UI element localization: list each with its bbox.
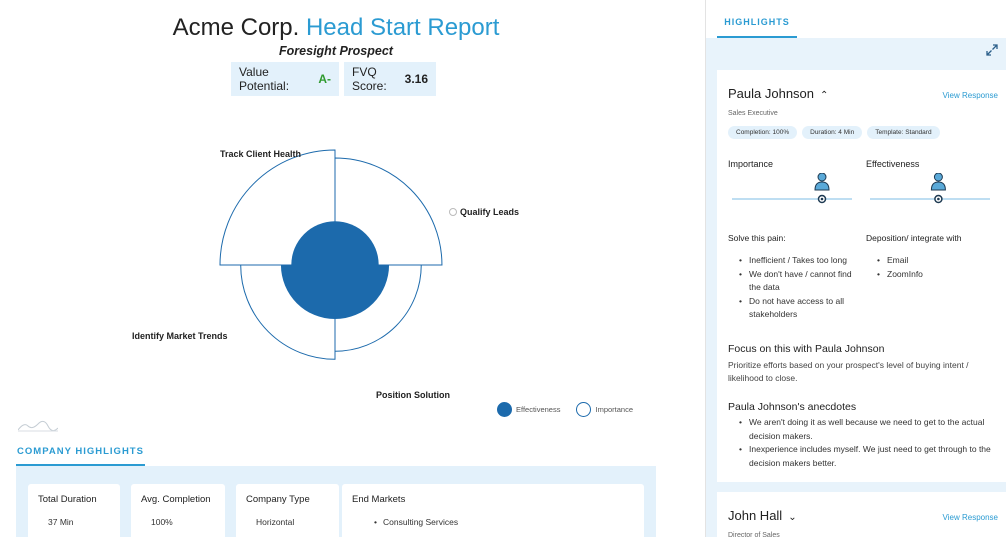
effectiveness-wedge [291, 221, 335, 265]
card-end-markets: End Markets Consulting Services [342, 484, 644, 537]
fvq-score-value: 3.16 [404, 72, 428, 86]
list-item: Email [875, 254, 975, 268]
tab-highlights[interactable]: HIGHLIGHTS [717, 9, 797, 38]
focus-heading: Focus on this with Paula Johnson [728, 343, 885, 355]
card-title: Company Type [246, 494, 310, 505]
tab-company-highlights[interactable]: COMPANY HIGHLIGHTS [16, 441, 145, 466]
effectiveness-wedge [335, 221, 379, 265]
company-highlights-panel: Total Duration 37 Min Avg. Completion 10… [16, 466, 656, 537]
view-response-link[interactable]: View Response [942, 91, 998, 100]
pill-completion: Completion: 100% [728, 126, 798, 139]
legend-importance[interactable]: Importance [576, 402, 633, 417]
person-name-text: John Hall [728, 508, 783, 523]
card-avg-completion: Avg. Completion 100% [131, 484, 225, 537]
deposition-heading: Deposition/ integrate with [866, 233, 962, 243]
person-stats: Completion: 100% Duration: 4 Min Templat… [728, 126, 945, 139]
radar-chart [219, 149, 443, 360]
effectiveness-scale [870, 173, 990, 204]
radar-label-track-client-health: Track Client Health [220, 149, 302, 159]
card-title: End Markets [352, 494, 406, 505]
list-item: ZoomInfo [875, 268, 975, 282]
radar-label-text: Qualify Leads [460, 207, 520, 217]
toggle-icon[interactable] [449, 208, 457, 216]
legend-swatch-importance [576, 402, 592, 417]
chevron-up-icon[interactable]: ⌃ [820, 90, 829, 101]
card-value: 37 Min [48, 517, 74, 527]
report-main: Acme Corp. Head Start Report Foresight P… [0, 0, 704, 537]
fvq-score-label: FVQ Score: [352, 65, 387, 93]
list-item: Inexperience includes myself. We just ne… [737, 443, 999, 470]
card-title: Avg. Completion [141, 494, 211, 505]
focus-text: Prioritize efforts based on your prospec… [728, 360, 969, 383]
person-card-paula-johnson: Paula Johnson ⌃ Sales Executive View Resp… [717, 70, 1006, 482]
person-card-john-hall: John Hall ⌄ Director of Sales View Respon… [717, 492, 1006, 537]
person-name-text: Paula Johnson [728, 86, 815, 101]
legend-label-effectiveness: Effectiveness [516, 405, 561, 414]
pill-duration: Duration: 4 Min [802, 126, 863, 139]
pill-template: Template: Standard [867, 126, 940, 139]
value-potential-value: A- [318, 72, 331, 86]
list-item: We aren't doing it as well because we ne… [737, 416, 999, 443]
legend-swatch-effectiveness [497, 402, 512, 417]
effectiveness-label: Effectiveness [866, 159, 920, 169]
effectiveness-wedge [280, 265, 335, 320]
list-item: Do not have access to all stakeholders [737, 295, 857, 322]
radar-label-identify-market-trends: Identify Market Trends [132, 331, 228, 341]
importance-label: Importance [728, 159, 774, 169]
effectiveness-wedge [335, 265, 390, 320]
person-name[interactable]: Paula Johnson ⌃ [728, 86, 828, 101]
fvq-score-badge: FVQ Score: 3.16 [344, 62, 436, 96]
report-subtitle: Foresight Prospect [279, 44, 393, 58]
list-item: We don't have / cannot find the data [737, 268, 857, 295]
radar-label-qualify-leads: Qualify Leads [449, 207, 519, 217]
highlights-sidebar: HIGHLIGHTS Paula Johnson ⌃ Sales Executiv… [705, 0, 1006, 537]
chart-legend: Effectiveness Importance [497, 402, 649, 417]
card-total-duration: Total Duration 37 Min [28, 484, 120, 537]
card-value: 100% [151, 517, 173, 527]
value-potential-label: Value Potential: [239, 65, 290, 93]
highlights-header: HIGHLIGHTS [706, 0, 1006, 38]
value-potential-badge: Value Potential: A- [231, 62, 339, 96]
legend-effectiveness[interactable]: Effectiveness [497, 402, 560, 417]
person-marker-icon [930, 173, 946, 204]
legend-label-importance: Importance [595, 405, 634, 414]
deposition-list: Email ZoomInfo [875, 254, 975, 281]
person-role: Director of Sales [728, 532, 780, 537]
anecdotes-heading: Paula Johnson's anecdotes [728, 401, 857, 413]
anecdotes-list: We aren't doing it as well because we ne… [737, 416, 999, 470]
importance-scale [732, 173, 852, 204]
report-title: Head Start Report [305, 14, 500, 41]
radar-label-position-solution: Position Solution [376, 390, 450, 400]
card-title: Total Duration [38, 494, 97, 505]
sparkline-icon [18, 420, 58, 432]
card-company-type: Company Type Horizontal [236, 484, 339, 537]
card-value: Consulting Services [352, 517, 634, 527]
person-name[interactable]: John Hall ⌄ [728, 508, 797, 523]
chevron-down-icon[interactable]: ⌄ [788, 512, 797, 523]
view-response-link[interactable]: View Response [942, 513, 998, 522]
solve-pain-heading: Solve this pain: [728, 233, 786, 243]
card-value: Horizontal [256, 517, 295, 527]
page-title: Acme Corp. Head Start Report [0, 14, 672, 42]
person-marker-icon [814, 173, 830, 204]
expand-icon[interactable] [985, 43, 999, 57]
list-item: Inefficient / Takes too long [737, 254, 857, 268]
solve-pain-list: Inefficient / Takes too long We don't ha… [737, 254, 857, 322]
company-name: Acme Corp. [172, 14, 300, 41]
person-role: Sales Executive [728, 110, 778, 117]
